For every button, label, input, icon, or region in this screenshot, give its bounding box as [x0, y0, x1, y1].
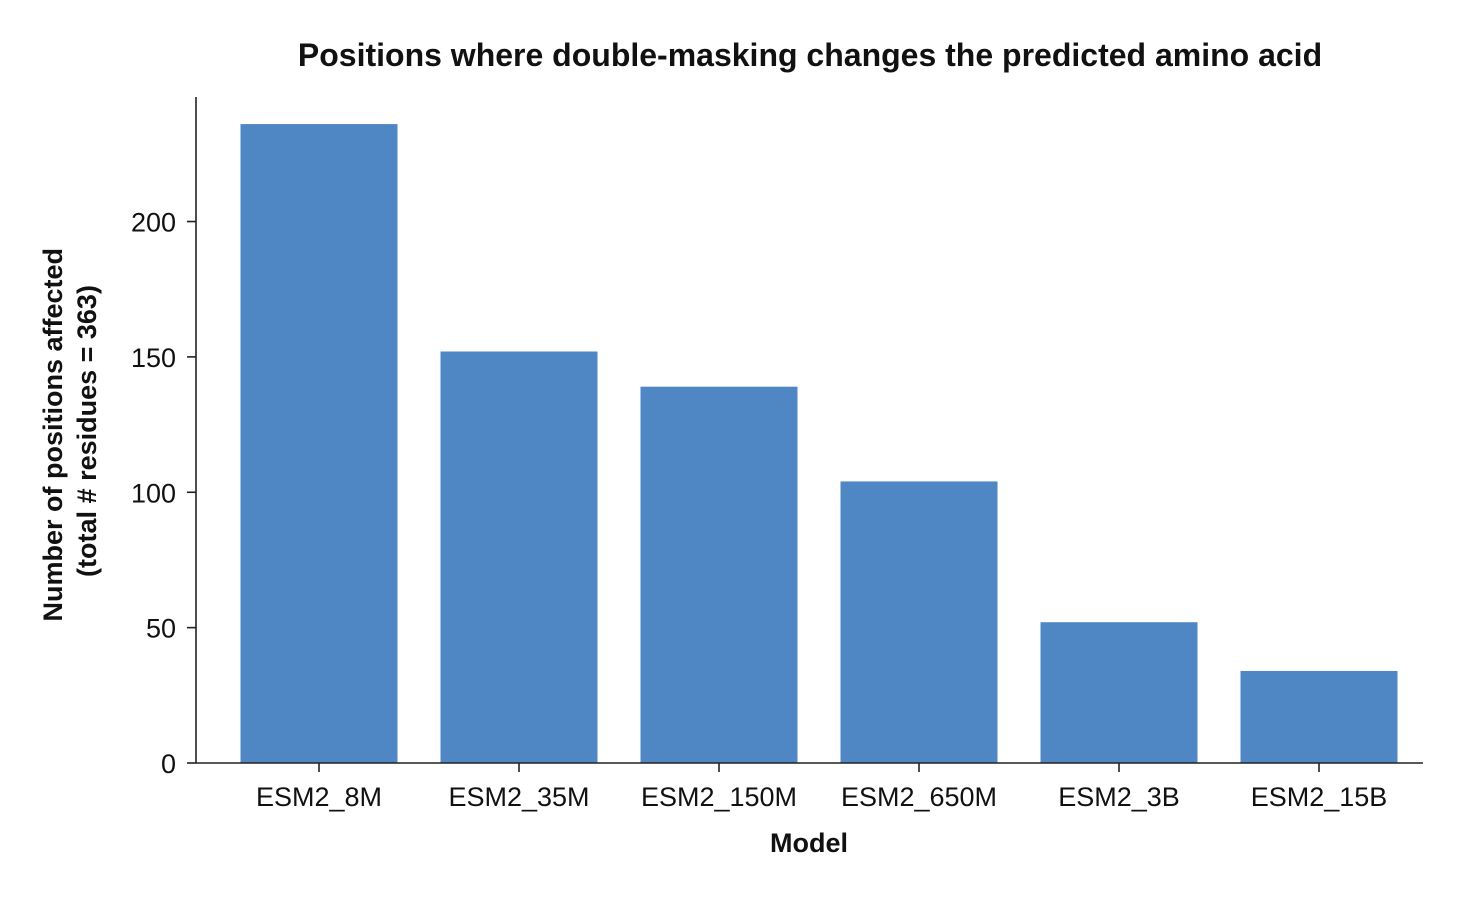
bar-esm2-35m	[440, 351, 598, 763]
y-axis-label-line-1: Number of positions affected	[38, 248, 68, 622]
x-tick-label: ESM2_15B	[1251, 782, 1388, 812]
y-tick-label: 50	[146, 614, 176, 644]
x-axis-label: Model	[770, 828, 848, 858]
y-tick-label: 100	[131, 478, 176, 508]
y-tick-label: 150	[131, 343, 176, 373]
bar-esm2-15b	[1240, 670, 1398, 763]
y-axis-label-group: Number of positions affected (total # re…	[38, 240, 102, 622]
x-tick-label: ESM2_650M	[841, 782, 997, 812]
chart-title: Positions where double-masking changes t…	[298, 37, 1322, 73]
x-tick-label: ESM2_8M	[256, 782, 382, 812]
bar-esm2-3b	[1040, 622, 1198, 763]
x-axis-ticks: ESM2_8M ESM2_35M ESM2_150M ESM2_650M ESM2_3B…	[256, 763, 1387, 812]
y-axis-ticks: 0 50 100 150 200	[131, 208, 196, 779]
y-tick-label: 200	[131, 208, 176, 238]
bar-esm2-8m	[240, 124, 398, 763]
bars-group	[240, 124, 1398, 763]
x-tick-label: ESM2_35M	[448, 782, 589, 812]
y-tick-label: 0	[161, 749, 176, 779]
bar-esm2-650m	[840, 481, 998, 763]
x-tick-label: ESM2_3B	[1058, 782, 1180, 812]
y-axis-label: Number of positions affected (total # re…	[38, 240, 102, 621]
y-axis-label-line-2: (total # residues = 363)	[72, 285, 102, 577]
x-tick-label: ESM2_150M	[641, 782, 797, 812]
bar-esm2-150m	[640, 386, 798, 763]
